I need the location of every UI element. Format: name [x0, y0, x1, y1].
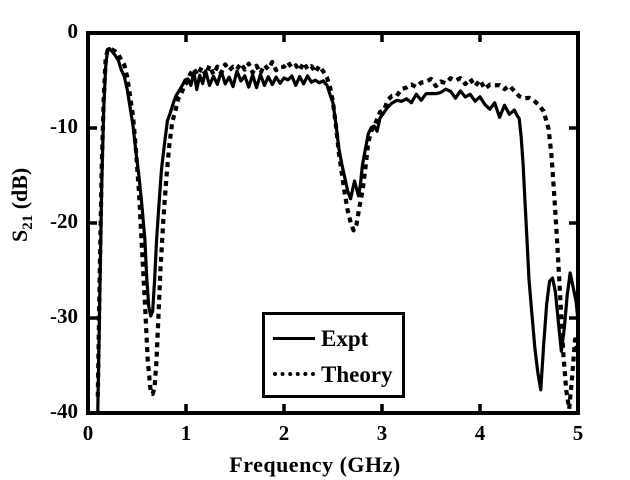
legend-item-theory: Theory [273, 357, 393, 391]
y-tick-label: -20 [50, 209, 78, 233]
x-tick-label: 1 [180, 421, 192, 445]
y-tick-label: -10 [50, 114, 78, 138]
series-line-theory [95, 46, 577, 411]
legend-label-expt: Expt [321, 325, 369, 351]
y-tick-label: 0 [67, 19, 79, 43]
y-tick-label: -30 [50, 304, 78, 328]
legend-line-dotted-icon [273, 372, 315, 376]
y-axis-label-unit: (dB) [7, 167, 33, 215]
y-tick-label: -40 [50, 399, 78, 423]
x-tick-label: 0 [82, 421, 94, 445]
x-axis-label: Frequency (GHz) [229, 452, 401, 477]
x-tick-label: 3 [376, 421, 388, 445]
legend-item-expt: Expt [273, 321, 368, 355]
legend-label-theory: Theory [321, 361, 393, 387]
x-tick-label: 2 [278, 421, 290, 445]
legend-line-solid-icon [273, 336, 315, 340]
x-tick-label: 4 [474, 421, 486, 445]
y-axis-label: S21 (dB) [7, 125, 37, 285]
legend: Expt Theory [262, 312, 405, 398]
x-tick-label: 5 [572, 421, 584, 445]
series-line-expt [96, 47, 577, 412]
